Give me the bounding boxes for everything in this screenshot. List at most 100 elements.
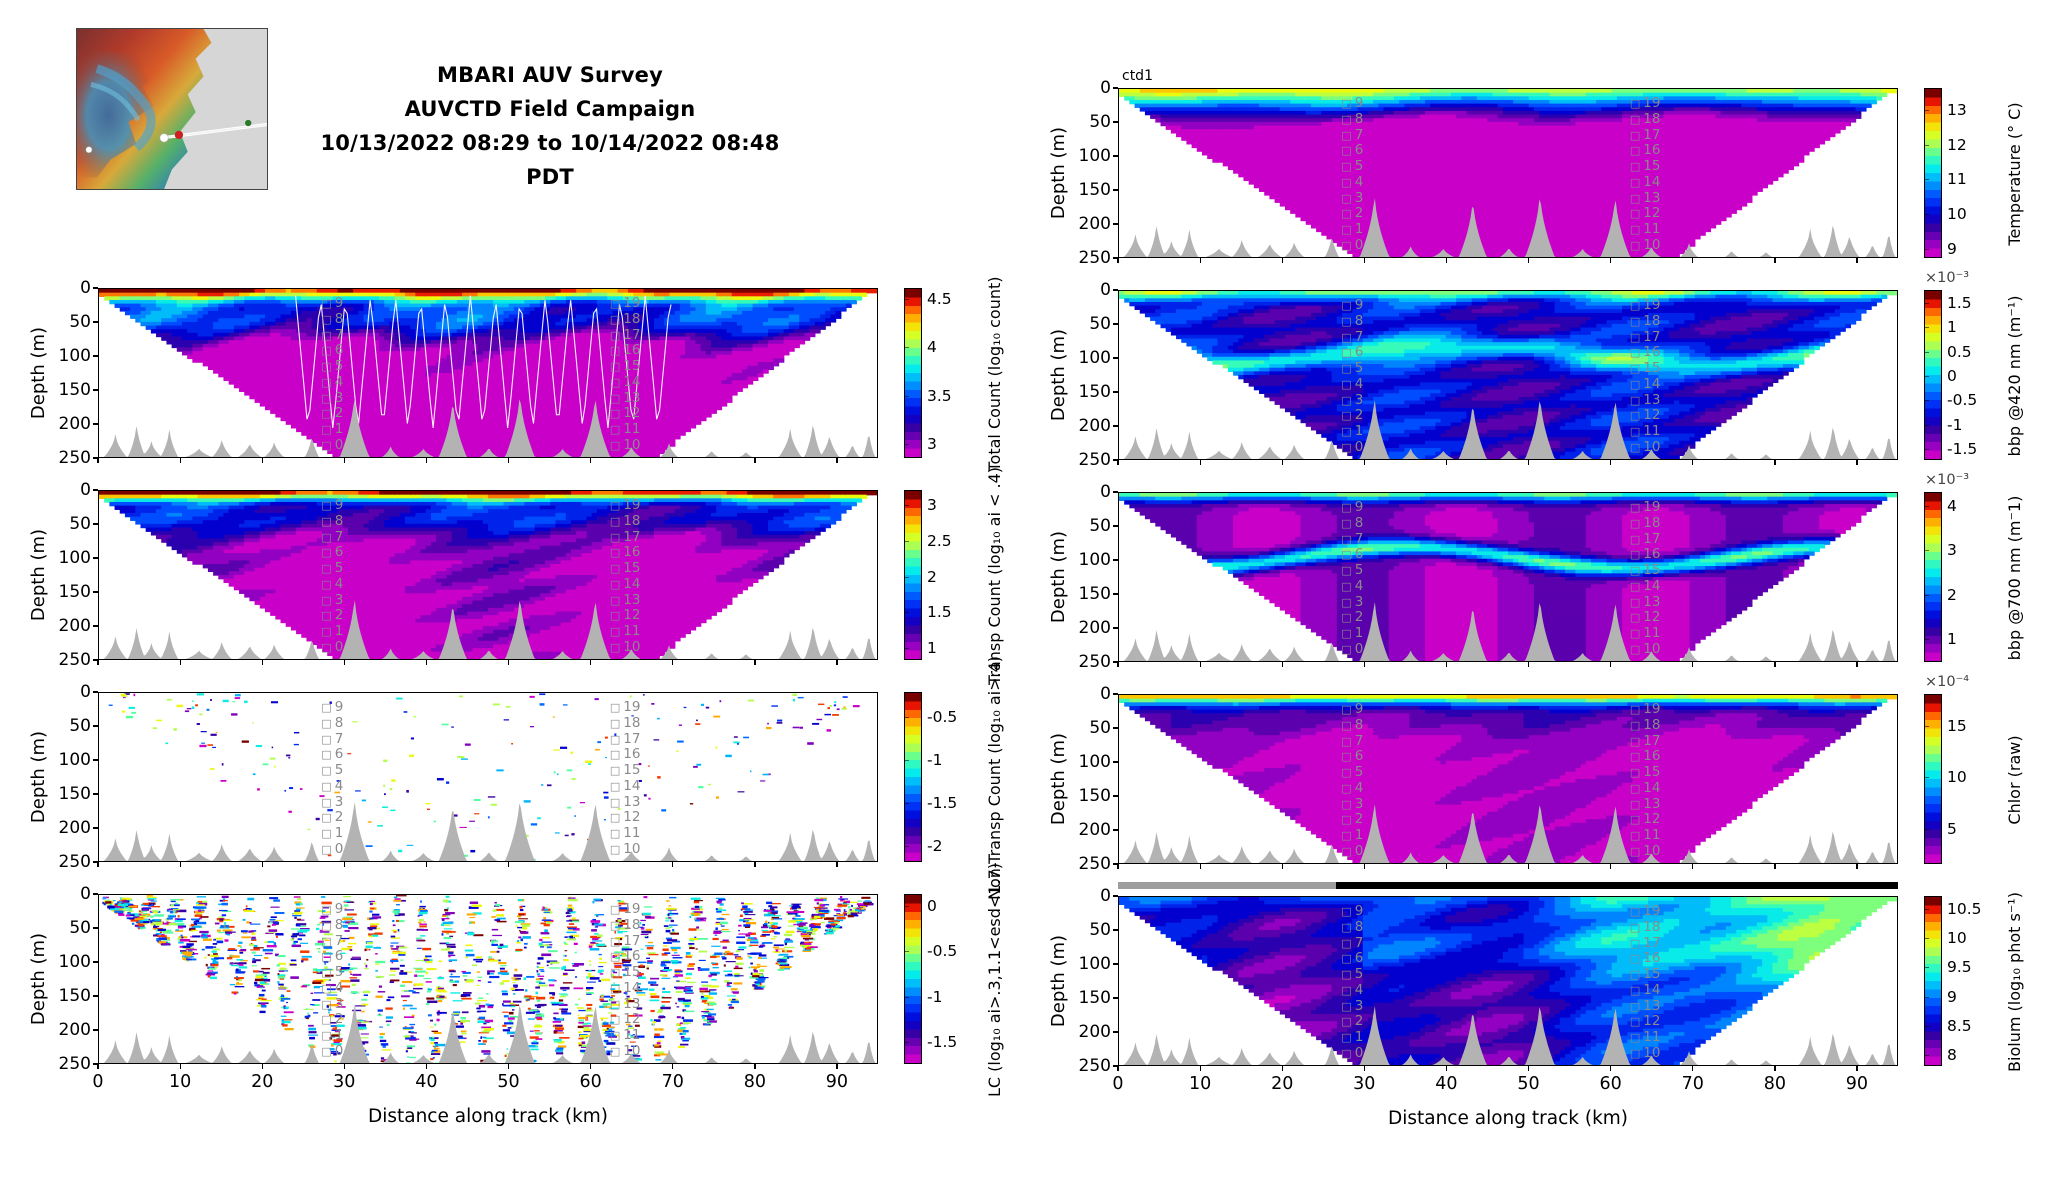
station-marker-10[interactable]: □10	[1630, 1045, 1661, 1061]
station-marker-15[interactable]: □15	[610, 560, 641, 576]
station-marker-3[interactable]: □3	[1341, 796, 1363, 812]
station-marker-5[interactable]: □5	[321, 964, 343, 980]
station-marker-19[interactable]: □19	[610, 699, 641, 715]
plot-area-bbp420[interactable]: □0 □1 □2 □3 □4 □5 □6 □7 □8 □9 □10 □11 □12 □13 □14 □15 □1…	[1118, 290, 1898, 460]
colorbar-chlor[interactable]: 15 10 5 ×10⁻⁴ Chlor (raw)	[1924, 674, 2024, 864]
station-marker-2[interactable]: □2	[321, 607, 343, 623]
station-marker-14[interactable]: □14	[610, 576, 641, 592]
station-marker-10[interactable]: □10	[610, 639, 641, 655]
station-marker-12[interactable]: □12	[610, 607, 641, 623]
station-marker-8[interactable]: □8	[321, 715, 343, 731]
station-marker-10[interactable]: □10	[1630, 641, 1661, 657]
station-marker-17[interactable]: □17	[1630, 531, 1661, 547]
station-marker-9[interactable]: □9	[1341, 903, 1363, 919]
plot-area-temperature[interactable]: □0 □1 □2 □3 □4 □5 □6 □7 □8 □9 □10 □11 □12 □13 □14 □15 □1…	[1118, 88, 1898, 258]
station-marker-3[interactable]: □3	[321, 996, 343, 1012]
station-marker-0[interactable]: □0	[321, 1043, 343, 1059]
station-marker-0[interactable]: □0	[1341, 439, 1363, 455]
station-marker-0[interactable]: □0	[321, 437, 343, 453]
station-marker-14[interactable]: □14	[610, 980, 641, 996]
colorbar-transp-count[interactable]: 1 1.5 2 2.5 3 Transp Count (log₁₀ ai < .4)	[904, 467, 1004, 685]
station-marker-17[interactable]: □17	[610, 933, 641, 949]
colorbar-bbp420[interactable]: 1.5 1 0.5 0 -0.5 -1 -1.5 ×10⁻³ bbp @420 nm (m⁻¹)	[1924, 270, 2024, 460]
station-marker-19[interactable]: □19	[610, 295, 641, 311]
station-marker-10[interactable]: □10	[610, 1043, 641, 1059]
station-marker-17[interactable]: □17	[610, 327, 641, 343]
station-marker-14[interactable]: □14	[1630, 578, 1661, 594]
station-marker-17[interactable]: □17	[1630, 733, 1661, 749]
station-marker-15[interactable]: □15	[1630, 360, 1661, 376]
station-marker-6[interactable]: □6	[1341, 950, 1363, 966]
colorbar-non-transp-count[interactable]: -0.5 -1 -1.5 -2 Non-Transp Count (log₁₀ ai>.…	[904, 656, 1004, 900]
colorbar-total-count[interactable]: 3 3.5 4 4.5 Total Count (log₁₀ count)	[904, 277, 1004, 471]
station-marker-4[interactable]: □4	[1341, 982, 1363, 998]
station-marker-16[interactable]: □16	[1630, 950, 1661, 966]
station-marker-7[interactable]: □7	[321, 731, 343, 747]
station-marker-12[interactable]: □12	[1630, 811, 1661, 827]
station-marker-6[interactable]: □6	[321, 746, 343, 762]
station-marker-9[interactable]: □9	[321, 699, 343, 715]
station-marker-18[interactable]: □18	[1630, 111, 1661, 127]
station-marker-2[interactable]: □2	[1341, 609, 1363, 625]
station-marker-1[interactable]: □1	[321, 421, 343, 437]
station-marker-19[interactable]: □19	[1630, 701, 1661, 717]
station-marker-2[interactable]: □2	[1341, 407, 1363, 423]
station-marker-1[interactable]: □1	[1341, 827, 1363, 843]
station-marker-4[interactable]: □4	[321, 576, 343, 592]
station-marker-10[interactable]: □10	[1630, 843, 1661, 859]
station-marker-16[interactable]: □16	[610, 948, 641, 964]
station-marker-4[interactable]: □4	[321, 778, 343, 794]
station-marker-2[interactable]: □2	[321, 405, 343, 421]
station-marker-6[interactable]: □6	[1341, 546, 1363, 562]
station-marker-1[interactable]: □1	[1341, 221, 1363, 237]
station-marker-19[interactable]: □19	[1630, 903, 1661, 919]
station-marker-1[interactable]: □1	[321, 825, 343, 841]
station-marker-18[interactable]: □18	[610, 513, 641, 529]
station-marker-2[interactable]: □2	[1341, 811, 1363, 827]
bathymetry-inset-map[interactable]	[76, 28, 268, 190]
station-marker-8[interactable]: □8	[321, 513, 343, 529]
station-marker-4[interactable]: □4	[1341, 174, 1363, 190]
station-marker-13[interactable]: □13	[610, 592, 641, 608]
station-marker-8[interactable]: □8	[1341, 919, 1363, 935]
station-marker-10[interactable]: □10	[1630, 237, 1661, 253]
station-marker-14[interactable]: □14	[1630, 982, 1661, 998]
station-marker-11[interactable]: □11	[1630, 1029, 1661, 1045]
station-marker-16[interactable]: □16	[610, 746, 641, 762]
station-marker-11[interactable]: □11	[1630, 221, 1661, 237]
station-marker-14[interactable]: □14	[610, 778, 641, 794]
station-marker-16[interactable]: □16	[1630, 546, 1661, 562]
station-marker-8[interactable]: □8	[321, 917, 343, 933]
station-marker-12[interactable]: □12	[610, 405, 641, 421]
colorbar-bbp700[interactable]: 4 3 2 1 ×10⁻³ bbp @700 nm (m⁻1)	[1924, 472, 2024, 662]
station-marker-13[interactable]: □13	[1630, 190, 1661, 206]
station-marker-1[interactable]: □1	[1341, 1029, 1363, 1045]
station-marker-12[interactable]: □12	[1630, 1013, 1661, 1029]
plot-area-non-transp-count[interactable]: □0 □1 □2 □3 □4 □5 □6 □7 □8 □9 □10 □11 □12 □13 □14 □15 □1…	[98, 692, 878, 862]
station-marker-17[interactable]: □17	[1630, 935, 1661, 951]
station-marker-13[interactable]: □13	[1630, 796, 1661, 812]
station-marker-1[interactable]: □1	[1341, 625, 1363, 641]
station-marker-3[interactable]: □3	[321, 390, 343, 406]
station-marker-13[interactable]: □13	[1630, 998, 1661, 1014]
station-marker-4[interactable]: □4	[321, 374, 343, 390]
station-marker-10[interactable]: □10	[1630, 439, 1661, 455]
station-marker-5[interactable]: □5	[1341, 966, 1363, 982]
station-marker-6[interactable]: □6	[321, 342, 343, 358]
station-marker-0[interactable]: □0	[321, 841, 343, 857]
station-marker-9[interactable]: □9	[321, 497, 343, 513]
station-marker-7[interactable]: □7	[1341, 531, 1363, 547]
station-marker-13[interactable]: □13	[610, 996, 641, 1012]
plot-area-lc-count[interactable]: □0 □1 □2 □3 □4 □5 □6 □7 □8 □9 □10 □11 □12 □13 □14 □15 □1…	[98, 894, 878, 1064]
plot-area-total-count[interactable]: □0 □1 □2 □3 □4 □5 □6 □7 □8 □9 □10 □11 □12 □13 □14 □15 □1…	[98, 288, 878, 458]
station-marker-19[interactable]: □19	[1630, 499, 1661, 515]
station-marker-3[interactable]: □3	[321, 794, 343, 810]
station-marker-7[interactable]: □7	[1341, 733, 1363, 749]
station-marker-18[interactable]: □18	[1630, 313, 1661, 329]
station-marker-11[interactable]: □11	[610, 825, 641, 841]
station-marker-8[interactable]: □8	[1341, 717, 1363, 733]
station-marker-9[interactable]: □9	[321, 295, 343, 311]
station-marker-2[interactable]: □2	[321, 1011, 343, 1027]
station-marker-9[interactable]: □9	[1341, 701, 1363, 717]
station-marker-18[interactable]: □18	[610, 311, 641, 327]
